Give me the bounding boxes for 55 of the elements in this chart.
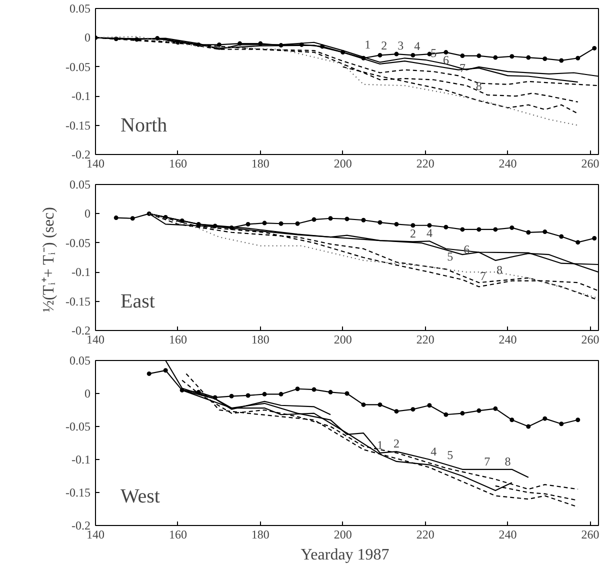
annotation: East: [120, 290, 156, 312]
x-tick-label: 200: [334, 528, 352, 542]
annotation: West: [120, 486, 160, 508]
y-tick-label: 0: [84, 30, 90, 45]
x-tick-label: 260: [581, 156, 600, 170]
y-tick-label: -0.05: [66, 420, 91, 434]
x-tick-label: 180: [251, 528, 270, 542]
y-tick-label: -0.1: [72, 265, 91, 280]
annotation: 3: [398, 38, 404, 52]
x-tick-label: 240: [498, 528, 517, 542]
annotation: 7: [480, 268, 486, 283]
annotation: North: [120, 114, 168, 136]
y-tick-label: 0: [84, 386, 90, 400]
x-tick-label: 180: [251, 332, 270, 346]
annotation: 2: [381, 38, 388, 52]
y-tick-label: 0.05: [70, 2, 90, 16]
annotation: 8: [504, 454, 511, 468]
x-axis-title: Yearday 1987: [300, 546, 390, 564]
annotation: 1: [376, 438, 383, 452]
x-tick-label: 160: [168, 156, 187, 170]
annotation: 2: [393, 436, 400, 451]
y-tick-label: -0.1: [72, 89, 91, 104]
x-tick-label: 220: [416, 332, 434, 346]
x-tick-label: 240: [498, 156, 517, 170]
annotation: 7: [484, 454, 490, 468]
y-tick-label: -0.05: [66, 236, 91, 250]
annotation: 5: [447, 250, 454, 264]
annotation: 8: [496, 262, 503, 277]
y-tick-label: 0.05: [70, 178, 90, 192]
annotation: 6: [442, 53, 449, 68]
y-tick-label: -0.15: [66, 294, 91, 308]
y-tick-label: -0.1: [72, 452, 91, 466]
x-tick-label: 180: [251, 156, 270, 170]
annotation: 4: [414, 39, 420, 54]
y-tick-label: -0.15: [66, 486, 91, 500]
x-tick-label: 160: [168, 528, 187, 542]
annotation: 4: [426, 226, 432, 240]
x-tick-label: 160: [168, 332, 187, 346]
y-tick-label: 0: [84, 206, 90, 221]
x-tick-label: 200: [334, 156, 352, 170]
annotation: 8: [476, 78, 482, 93]
x-tick-label: 240: [498, 332, 517, 346]
x-tick-label: 260: [581, 332, 600, 346]
x-tick-label: 220: [416, 528, 434, 542]
annotation: 1: [364, 37, 371, 52]
x-tick-label: 200: [334, 332, 352, 346]
annotation: 4: [430, 444, 437, 458]
y-tick-label: 0.05: [70, 354, 90, 368]
x-tick-label: 260: [581, 528, 600, 542]
x-tick-label: 220: [416, 156, 434, 170]
annotation: 5: [447, 448, 454, 462]
y-tick-label: -0.05: [66, 60, 91, 74]
y-tick-label: -0.15: [66, 118, 91, 132]
annotation: 2: [410, 226, 416, 241]
y-axis-title: ½(Tᵢ⁺+ Tᵢ⁻) (sec): [40, 207, 58, 312]
